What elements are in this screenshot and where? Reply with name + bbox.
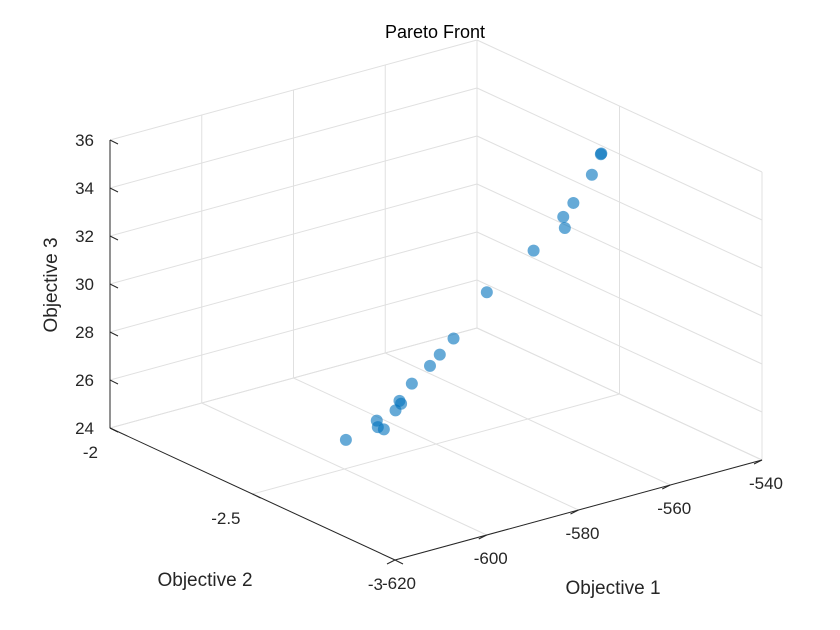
grid-line-z-side (476, 183, 763, 317)
x-tick-mark (662, 484, 671, 490)
grid-line-z-back (109, 183, 478, 285)
z-tick-label: 36 (75, 131, 94, 150)
data-point (339, 433, 352, 446)
data-point (370, 414, 383, 427)
z-axis-label: Objective 3 (41, 237, 62, 332)
grid-line-z-side (476, 279, 763, 413)
data-point (405, 377, 418, 390)
grid-line-z-back (109, 135, 478, 237)
grid-line-z-back (109, 279, 478, 381)
grid-line-z-side (476, 39, 763, 173)
grid-line-z-side (476, 135, 763, 269)
data-points (339, 147, 608, 446)
data-point (433, 348, 446, 361)
data-point (558, 222, 571, 235)
z-tick-mark (109, 283, 119, 289)
x-tick-mark (478, 534, 487, 540)
z-tick-mark (109, 235, 119, 241)
grid-line-y-floor (252, 393, 620, 495)
data-point (377, 423, 390, 436)
y-tick-mark (252, 493, 261, 499)
data-point (393, 394, 406, 407)
y-tick-mark (394, 559, 404, 565)
grid-line-z-side (476, 327, 763, 461)
data-point (447, 332, 460, 345)
data-point (585, 168, 598, 181)
z-tick-label: 30 (75, 275, 94, 294)
z-tick-mark (109, 427, 119, 433)
y-axis-label: Objective 2 (157, 570, 252, 591)
grid-line-z-side (476, 87, 763, 221)
x-tick-label: -600 (474, 549, 508, 568)
data-point (527, 244, 540, 257)
z-tick-mark (109, 379, 119, 385)
chart-title: Pareto Front (385, 22, 485, 42)
x-tick-mark (753, 459, 763, 465)
z-tick-label: 32 (75, 227, 94, 246)
x-tick-label: -560 (657, 499, 691, 518)
grid-line-z-back (109, 39, 478, 141)
x-tick-mark (570, 509, 579, 515)
z-tick-label: 28 (75, 323, 94, 342)
y-tick-label: -3 (368, 575, 383, 594)
data-point (567, 196, 580, 209)
grid-line-z-back (109, 327, 478, 429)
x-tick-label: -580 (565, 524, 599, 543)
z-tick-label: 34 (75, 179, 94, 198)
grid-line-z-side (476, 231, 763, 365)
z-tick-mark (109, 331, 119, 337)
z-tick-label: 26 (75, 371, 94, 390)
y-tick-label: -2 (83, 443, 98, 462)
z-tick-mark (109, 139, 119, 145)
axes (109, 139, 763, 565)
x-axis-label: Objective 1 (565, 578, 660, 599)
data-point (595, 147, 608, 160)
x-tick-label: -540 (749, 474, 783, 493)
data-point (423, 359, 436, 372)
x-tick-mark (386, 559, 396, 565)
grid-line-z-back (109, 87, 478, 189)
data-point (557, 210, 570, 223)
tick-labels: -620 -600 -580 -560 -540 -3 -2.5 -2 24 26 28 30 32 34… (75, 131, 783, 594)
grid-line-z-back (109, 231, 478, 333)
data-point (480, 286, 493, 299)
z-tick-label: 24 (75, 419, 94, 438)
grid (109, 39, 763, 561)
x-tick-label: -620 (382, 574, 416, 593)
y-tick-label: -2.5 (211, 509, 240, 528)
z-tick-mark (109, 187, 119, 193)
